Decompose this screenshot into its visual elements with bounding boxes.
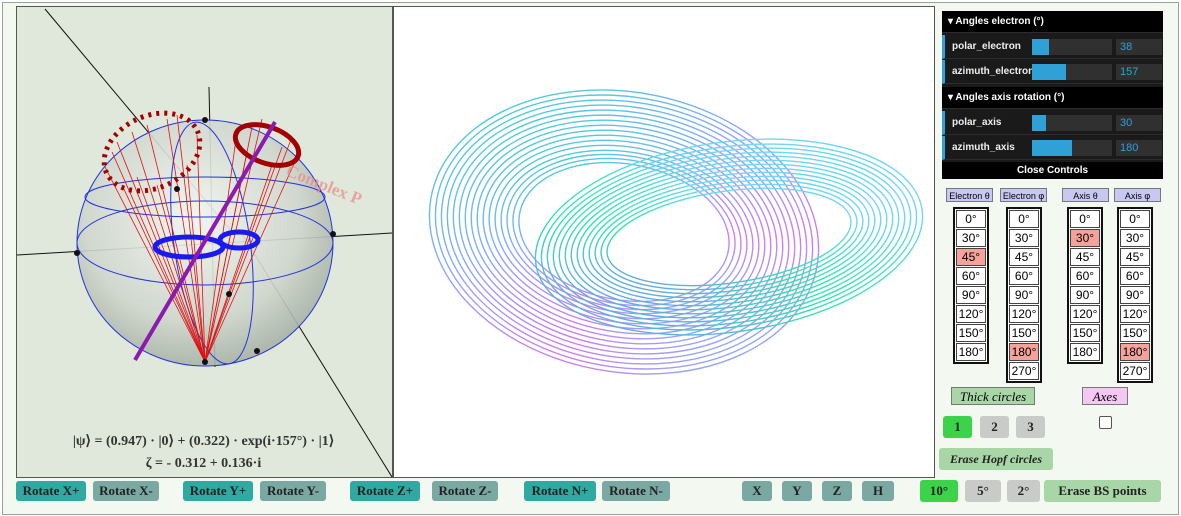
folder-angles-axis[interactable]: ▾ Angles axis rotation (°) (942, 87, 1163, 109)
angle-option[interactable]: 150° (1070, 324, 1100, 342)
rotate-y-minus-button[interactable]: Rotate Y- (260, 481, 326, 501)
electron-theta-list: 0° 30° 45° 60° 90° 120° 150° 180° (953, 207, 989, 364)
angle-option[interactable]: 120° (956, 305, 986, 323)
state-formula: |ψ⟩ = (0.947) · |0⟩ + (0.322) · exp(i·15… (72, 434, 335, 449)
angle-option[interactable]: 180° (1009, 343, 1039, 361)
azimuth-axis-label: azimuth_axis (952, 142, 1015, 153)
angle-option[interactable]: 270° (1009, 362, 1039, 380)
angle-option[interactable]: 90° (1120, 286, 1150, 304)
azimuth-electron-row: azimuth_electron 157 (942, 60, 1163, 84)
angle-option[interactable]: 30° (956, 229, 986, 247)
angle-option[interactable]: 0° (1070, 210, 1100, 228)
erase-hopf-circles-button[interactable]: Erase Hopf circles (939, 448, 1053, 470)
rotate-x-plus-button[interactable]: Rotate X+ (16, 481, 86, 501)
azimuth-axis-input[interactable]: 180 (1116, 140, 1162, 156)
angle-option[interactable]: 180° (1120, 343, 1150, 361)
axis-phi-list: 0° 30° 45° 60° 90° 120° 150° 180° 270° (1117, 207, 1153, 383)
angle-option[interactable]: 180° (956, 343, 986, 361)
angle-option[interactable]: 270° (1120, 362, 1150, 380)
azimuth-electron-label: azimuth_electron (952, 66, 1035, 77)
angle-option[interactable]: 30° (1070, 229, 1100, 247)
angle-option[interactable]: 60° (956, 267, 986, 285)
electron-phi-list: 0° 30° 45° 60° 90° 120° 150° 180° 270° (1006, 207, 1042, 383)
axis-theta-header: Axis θ (1062, 188, 1109, 202)
angle-option[interactable]: 0° (956, 210, 986, 228)
step-10-button[interactable]: 10° (920, 480, 958, 502)
angle-option[interactable]: 90° (1070, 286, 1100, 304)
polar-axis-slider[interactable] (1032, 115, 1112, 131)
angle-option[interactable]: 120° (1070, 305, 1100, 323)
erase-bs-points-button[interactable]: Erase BS points (1044, 480, 1161, 502)
thick-circles-toggle[interactable]: Thick circles (951, 387, 1035, 405)
angle-option[interactable]: 180° (1070, 343, 1100, 361)
angle-option[interactable]: 45° (1070, 248, 1100, 266)
axis-phi-header: Axis φ (1114, 188, 1161, 202)
count-1-button[interactable]: 1 (943, 416, 972, 438)
angle-option[interactable]: 45° (956, 248, 986, 266)
view-y-button[interactable]: Y (782, 481, 812, 501)
angle-option[interactable]: 30° (1009, 229, 1039, 247)
electron-phi-header: Electron φ (1000, 188, 1047, 202)
angle-option[interactable]: 150° (1009, 324, 1039, 342)
azimuth-axis-slider[interactable] (1032, 140, 1112, 156)
view-h-button[interactable]: H (862, 481, 894, 501)
azimuth-axis-row: azimuth_axis 180 (942, 136, 1163, 160)
polar-electron-slider[interactable] (1032, 39, 1112, 55)
azimuth-electron-input[interactable]: 157 (1116, 64, 1162, 80)
angle-option[interactable]: 90° (956, 286, 986, 304)
step-2-button[interactable]: 2° (1007, 480, 1040, 502)
step-5-button[interactable]: 5° (965, 480, 1001, 502)
rotate-y-plus-button[interactable]: Rotate Y+ (183, 481, 253, 501)
rotate-z-minus-button[interactable]: Rotate Z- (432, 481, 498, 501)
folder-angles-electron[interactable]: ▾ Angles electron (°) (942, 11, 1163, 33)
polar-electron-row: polar_electron 38 (942, 35, 1163, 59)
electron-theta-header: Electron θ (946, 188, 993, 202)
close-controls-button[interactable]: Close Controls (942, 162, 1163, 179)
angle-option[interactable]: 150° (956, 324, 986, 342)
count-2-button[interactable]: 2 (980, 416, 1009, 438)
rotate-n-minus-button[interactable]: Rotate N- (602, 481, 670, 501)
polar-axis-input[interactable]: 30 (1116, 115, 1162, 131)
polar-axis-row: polar_axis 30 (942, 111, 1163, 135)
rotate-x-minus-button[interactable]: Rotate X- (93, 481, 159, 501)
view-z-button[interactable]: Z (822, 481, 852, 501)
angle-option[interactable]: 120° (1120, 305, 1150, 323)
bloch-sphere-canvas[interactable]: Complex P (16, 6, 393, 478)
azimuth-electron-slider[interactable] (1032, 64, 1112, 80)
rotate-z-plus-button[interactable]: Rotate Z+ (350, 481, 420, 501)
angle-option[interactable]: 120° (1009, 305, 1039, 323)
polar-electron-label: polar_electron (952, 41, 1021, 52)
angle-option[interactable]: 45° (1009, 248, 1039, 266)
rotate-n-plus-button[interactable]: Rotate N+ (524, 481, 596, 501)
angle-option[interactable]: 60° (1120, 267, 1150, 285)
axes-checkbox[interactable] (1099, 416, 1112, 429)
angle-option[interactable]: 90° (1009, 286, 1039, 304)
zeta-formula: ζ = - 0.312 + 0.136·i (145, 456, 262, 471)
count-3-button[interactable]: 3 (1016, 416, 1045, 438)
axes-toggle[interactable]: Axes (1082, 387, 1128, 405)
polar-electron-input[interactable]: 38 (1116, 39, 1162, 55)
angle-option[interactable]: 60° (1070, 267, 1100, 285)
controls-panel: ▾ Angles electron (°) polar_electron 38 … (942, 11, 1163, 179)
angle-option[interactable]: 0° (1120, 210, 1150, 228)
angle-option[interactable]: 45° (1120, 248, 1150, 266)
hopf-fibration-canvas[interactable] (393, 6, 935, 478)
angle-option[interactable]: 30° (1120, 229, 1150, 247)
axis-theta-list: 0° 30° 45° 60° 90° 120° 150° 180° (1067, 207, 1103, 364)
polar-axis-label: polar_axis (952, 117, 1002, 128)
view-x-button[interactable]: X (742, 481, 772, 501)
angle-option[interactable]: 150° (1120, 324, 1150, 342)
angle-option[interactable]: 60° (1009, 267, 1039, 285)
angle-option[interactable]: 0° (1009, 210, 1039, 228)
